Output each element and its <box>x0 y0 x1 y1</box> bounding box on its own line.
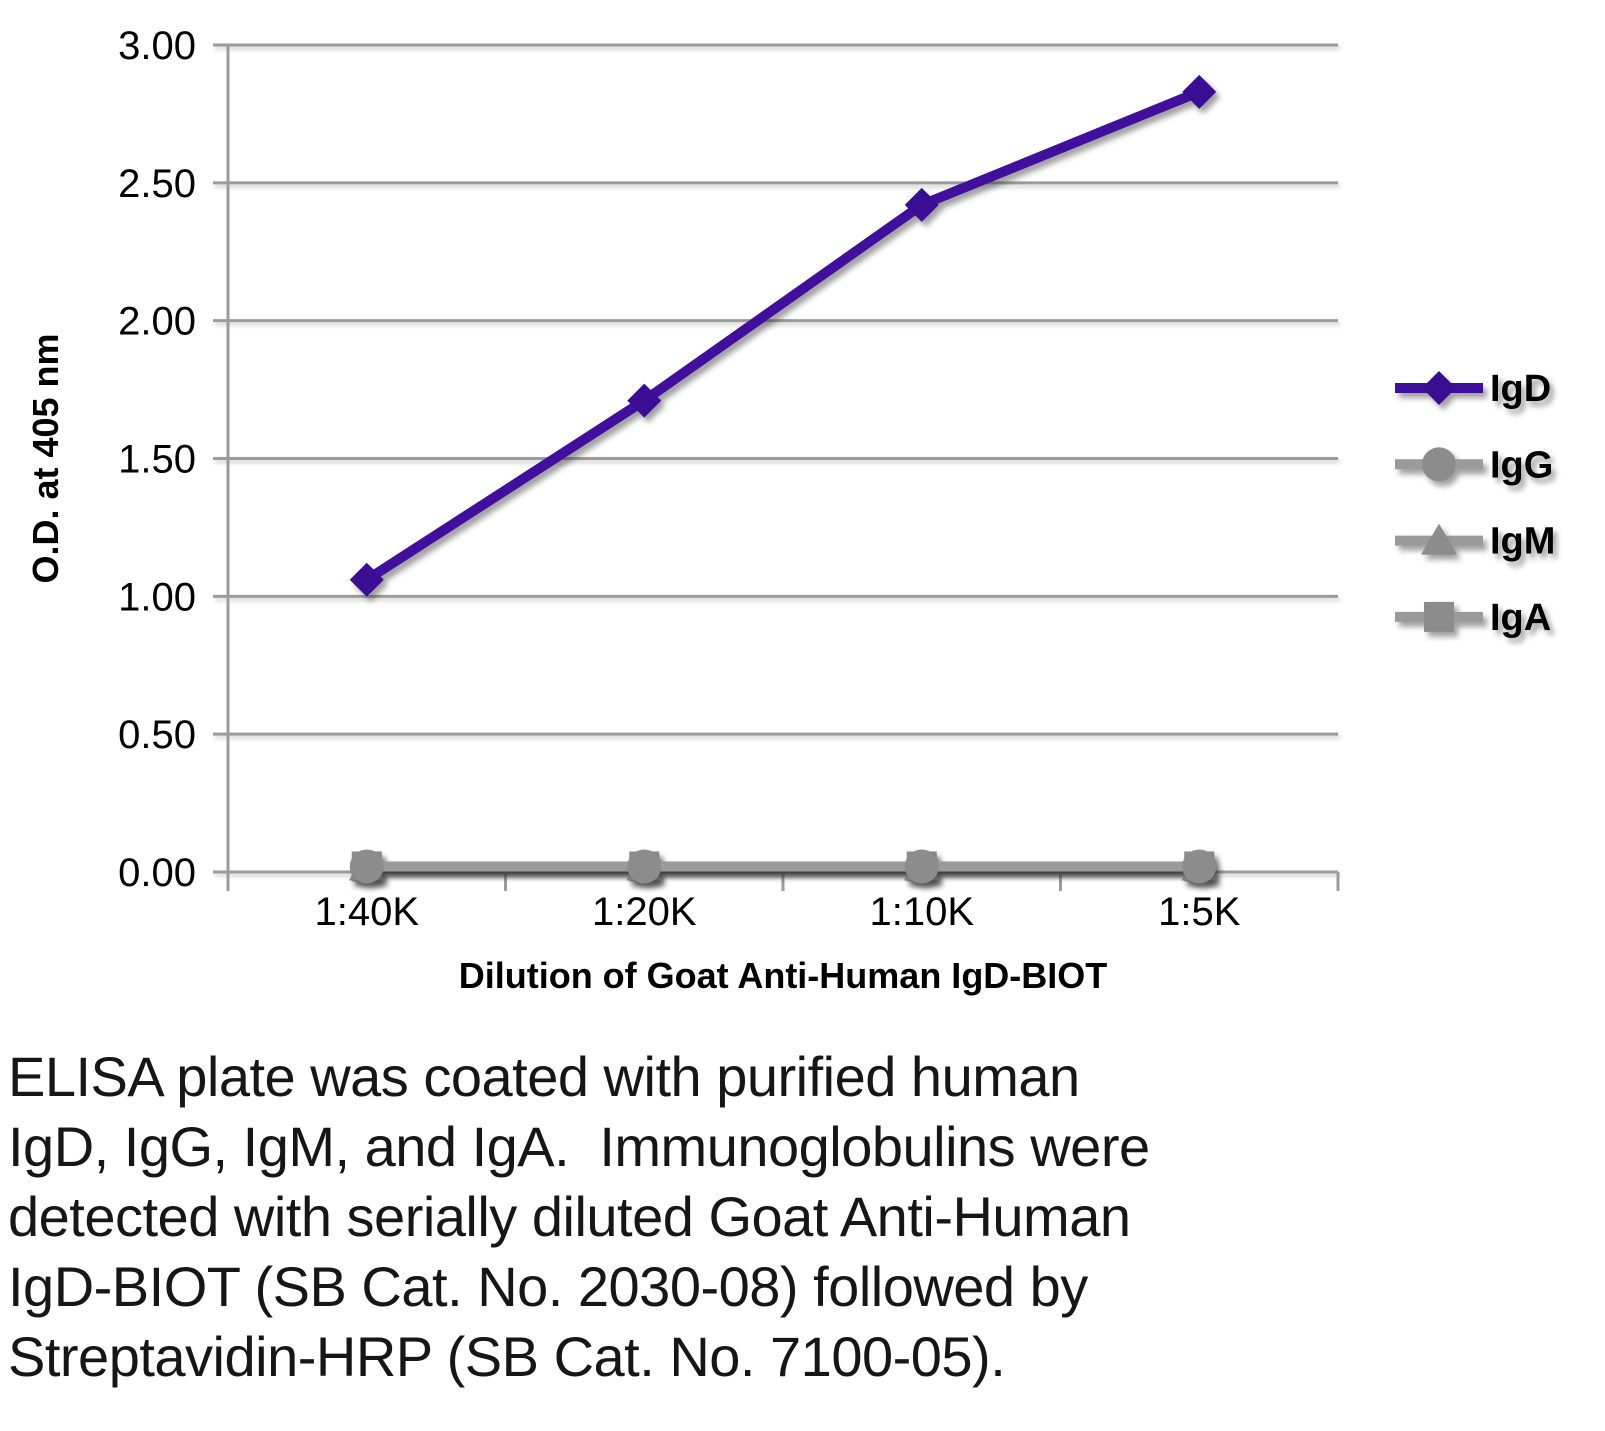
x-axis-title: Dilution of Goat Anti-Human IgD-BIOT <box>459 955 1108 996</box>
series-IgD <box>349 74 1217 597</box>
diamond-marker <box>1422 371 1456 405</box>
x-tick-label: 1:40K <box>314 890 419 934</box>
x-tick-label: 1:5K <box>1158 890 1241 934</box>
legend-label: IgM <box>1490 521 1555 563</box>
square-marker <box>1424 601 1454 632</box>
y-tick-label: 1.00 <box>118 575 196 619</box>
circle-marker <box>349 849 384 884</box>
y-tick-label: 0.00 <box>118 851 196 895</box>
caption-line-3: detected with serially diluted Goat Anti… <box>8 1185 1131 1248</box>
circle-marker <box>904 849 939 884</box>
circle-marker <box>1422 447 1456 482</box>
elisa-line-chart: 0.00 0.50 1.00 1.50 2.00 2.50 3.00 1:40K 1:20K 1:… <box>25 24 1555 996</box>
legend-label: IgA <box>1490 597 1551 639</box>
y-axis-title: O.D. at 405 nm <box>25 333 66 583</box>
diamond-marker <box>1182 74 1217 109</box>
legend: IgD IgG IgM IgA <box>1395 368 1555 639</box>
series-IgG <box>349 849 1217 884</box>
gridlines <box>213 43 1338 874</box>
y-tick-label: 2.00 <box>118 300 196 344</box>
caption-line-1: ELISA plate was coated with purified hum… <box>8 1045 1080 1108</box>
caption-line-4: IgD-BIOT (SB Cat. No. 2030-08) followed … <box>8 1255 1088 1318</box>
legend-item-IgG: IgG <box>1395 444 1553 486</box>
x-tick-label: 1:10K <box>869 890 974 934</box>
diamond-marker <box>904 187 939 222</box>
diamond-marker <box>627 383 662 418</box>
caption-line-2: IgD, IgG, IgM, and IgA. Immunoglobulins … <box>8 1115 1150 1178</box>
y-tick-label: 0.50 <box>118 713 196 757</box>
y-tick-label: 1.50 <box>118 438 196 482</box>
circle-marker <box>1182 849 1217 884</box>
diamond-marker <box>349 562 384 597</box>
legend-item-IgD: IgD <box>1395 368 1551 410</box>
legend-item-IgA: IgA <box>1395 597 1551 639</box>
y-tick-label: 3.00 <box>118 24 196 68</box>
x-tick-label: 1:20K <box>592 890 697 934</box>
legend-item-IgM: IgM <box>1395 521 1555 563</box>
legend-label: IgG <box>1490 444 1553 486</box>
y-tick-label: 2.50 <box>118 162 196 206</box>
caption-line-5: Streptavidin-HRP (SB Cat. No. 7100-05). <box>8 1325 1006 1388</box>
figure-caption: ELISA plate was coated with purified hum… <box>8 1042 1598 1392</box>
circle-marker <box>627 849 662 884</box>
series-line <box>364 87 1202 584</box>
triangle-marker <box>1421 523 1457 555</box>
legend-label: IgD <box>1490 368 1551 410</box>
